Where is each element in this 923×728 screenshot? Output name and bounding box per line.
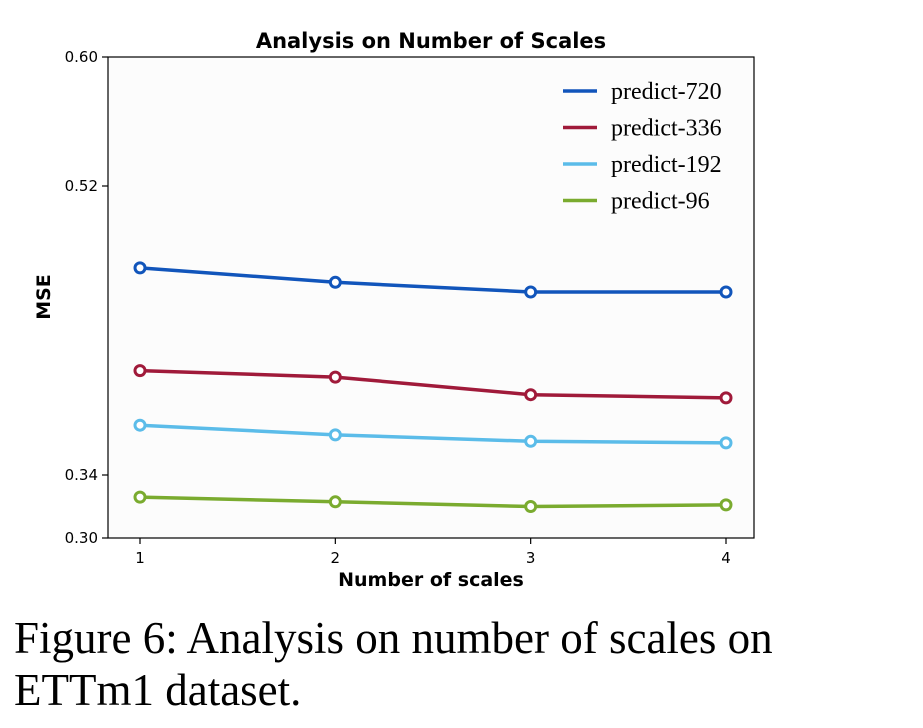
axis-ticks: 1 2 3 4 0.30 0.34 0.52 0.60 — [65, 48, 731, 567]
series-lines — [133, 261, 733, 513]
series-line — [139, 423, 727, 445]
series-predict-192 — [133, 418, 733, 450]
y-tick-label: 0.52 — [65, 177, 98, 195]
chart-figure: Analysis on Number of Scales Number of s… — [33, 29, 755, 591]
data-point — [328, 370, 342, 384]
y-tick-label: 0.60 — [65, 48, 98, 66]
legend-item: predict-96 — [563, 189, 710, 215]
data-point — [133, 418, 147, 432]
data-point — [133, 490, 147, 504]
series-predict-720 — [133, 261, 733, 299]
line-chart: Analysis on Number of Scales Number of s… — [33, 29, 755, 591]
legend-item: predict-192 — [563, 152, 722, 178]
data-point — [524, 388, 538, 402]
x-tick-label: 1 — [135, 549, 145, 567]
data-point — [524, 434, 538, 448]
legend: predict-720 predict-336 predict-192 predict… — [563, 79, 722, 215]
data-point — [133, 364, 147, 378]
series-line — [139, 495, 727, 509]
data-point — [719, 285, 733, 299]
data-point — [328, 495, 342, 509]
series-predict-96 — [133, 490, 733, 513]
data-point — [719, 436, 733, 450]
x-tick-label: 4 — [721, 549, 731, 567]
figure-caption: Figure 6: Analysis on number of scales o… — [14, 613, 773, 715]
data-point — [524, 500, 538, 513]
x-tick-label: 2 — [331, 549, 341, 567]
data-point — [719, 391, 733, 405]
data-point — [328, 275, 342, 289]
legend-label: predict-720 — [611, 79, 722, 105]
data-point — [719, 498, 733, 512]
series-line — [139, 368, 727, 400]
data-point — [133, 261, 147, 275]
legend-item: predict-720 — [563, 79, 722, 105]
plot-area — [107, 56, 755, 539]
y-axis-label: MSE — [33, 274, 55, 320]
y-tick-label: 0.34 — [65, 466, 98, 484]
data-point — [328, 428, 342, 442]
y-tick-label: 0.30 — [65, 529, 98, 547]
legend-label: predict-96 — [611, 189, 710, 215]
x-tick-label: 3 — [526, 549, 536, 567]
chart-title: Analysis on Number of Scales — [256, 29, 606, 53]
legend-item: predict-336 — [563, 116, 722, 142]
x-axis-label: Number of scales — [338, 569, 524, 591]
series-line — [139, 266, 726, 294]
series-predict-336 — [133, 364, 733, 405]
data-point — [524, 285, 538, 299]
legend-label: predict-192 — [611, 152, 722, 178]
legend-label: predict-336 — [611, 116, 722, 142]
